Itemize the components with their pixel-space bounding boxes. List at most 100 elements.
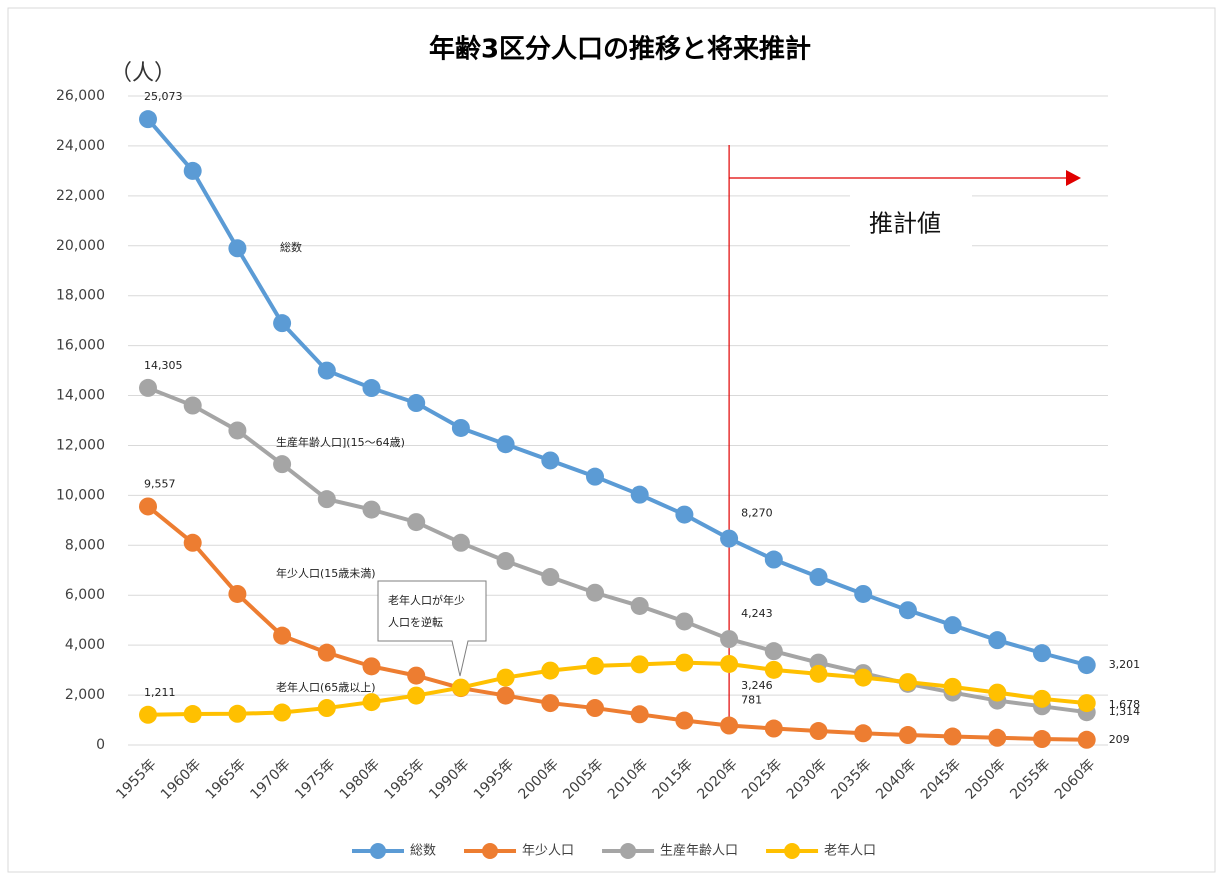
callout-text: 人口を逆転 xyxy=(388,615,443,629)
data-point xyxy=(451,418,470,437)
legend-label: 年少人口 xyxy=(522,844,574,859)
data-point xyxy=(273,626,292,645)
y-tick-label: 24,000 xyxy=(56,138,105,154)
data-point xyxy=(139,705,157,724)
y-tick-label: 10,000 xyxy=(56,487,105,503)
data-point xyxy=(183,161,202,180)
data-point xyxy=(1077,694,1096,713)
data-point xyxy=(496,668,515,687)
data-point xyxy=(228,584,247,603)
data-point xyxy=(496,435,515,454)
data-point xyxy=(273,314,292,333)
arrow-head xyxy=(1066,170,1081,186)
data-point xyxy=(720,654,739,673)
y-tick-label: 18,000 xyxy=(56,288,105,304)
y-tick-label: 6,000 xyxy=(65,587,105,603)
data-point xyxy=(764,719,783,738)
data-label: 9,557 xyxy=(144,477,176,490)
series-annotation: 生産年齢人口](15～64歳) xyxy=(276,435,405,449)
data-label: 3,201 xyxy=(1109,658,1141,671)
chart-border xyxy=(7,7,1216,873)
data-point xyxy=(407,666,426,685)
data-label: 1,678 xyxy=(1109,698,1141,711)
data-point xyxy=(317,361,336,380)
data-point xyxy=(451,533,470,552)
data-label: 209 xyxy=(1109,733,1130,746)
data-point xyxy=(720,716,739,735)
data-point xyxy=(764,550,783,569)
data-point xyxy=(809,664,828,683)
data-point xyxy=(317,490,336,509)
data-point xyxy=(630,655,649,674)
data-point xyxy=(362,500,381,519)
data-point xyxy=(988,631,1007,650)
data-point xyxy=(675,711,694,730)
data-point xyxy=(496,552,515,571)
data-point xyxy=(273,455,292,474)
data-point xyxy=(675,653,694,672)
data-point xyxy=(362,379,381,398)
data-point xyxy=(898,601,917,620)
y-unit: （人） xyxy=(110,61,176,86)
data-point xyxy=(809,722,828,741)
data-point xyxy=(898,673,917,692)
data-point xyxy=(854,668,873,687)
data-point xyxy=(809,568,828,587)
data-point xyxy=(898,726,917,745)
data-label: 25,073 xyxy=(144,90,183,103)
y-tick-label: 16,000 xyxy=(56,338,105,354)
legend-marker xyxy=(482,843,499,859)
series-line xyxy=(147,386,1087,715)
data-point xyxy=(183,705,202,724)
data-point xyxy=(541,694,560,713)
data-point xyxy=(988,683,1007,702)
y-tick-label: 14,000 xyxy=(56,388,105,404)
data-point xyxy=(943,616,962,635)
data-point xyxy=(854,724,873,743)
legend-marker xyxy=(784,843,801,859)
data-point xyxy=(228,239,247,258)
data-label: 14,305 xyxy=(144,359,183,372)
data-point xyxy=(675,505,694,524)
data-point xyxy=(630,485,649,504)
data-point xyxy=(630,705,649,724)
y-tick-label: 8,000 xyxy=(65,537,105,553)
data-point xyxy=(407,513,426,532)
data-point xyxy=(362,693,381,712)
callout-text: 老年人口が年少 xyxy=(388,593,465,607)
y-tick-label: 4,000 xyxy=(65,637,105,653)
legend-label: 生産年齢人口 xyxy=(660,843,738,859)
data-point xyxy=(586,583,604,602)
data-label: 3,246 xyxy=(741,679,773,692)
series-line xyxy=(147,660,1087,717)
data-point xyxy=(720,529,739,548)
legend-marker xyxy=(620,843,637,859)
data-point xyxy=(1077,730,1096,749)
projection-label: 推計値 xyxy=(869,210,941,238)
data-point xyxy=(183,396,202,415)
y-tick-label: 12,000 xyxy=(56,437,105,453)
series-annotation: 老年人口(65歳以上) xyxy=(276,680,376,694)
legend-marker xyxy=(370,843,386,859)
data-label: 8,270 xyxy=(741,507,773,520)
chart-title: 年齢3区分人口の推移と将来推計 xyxy=(429,34,811,65)
data-label: 781 xyxy=(741,694,762,707)
data-point xyxy=(541,568,560,587)
y-tick-label: 2,000 xyxy=(65,687,105,703)
legend-label: 総数 xyxy=(410,844,436,859)
y-tick-label: 20,000 xyxy=(56,238,105,254)
series-annotation: 年少人口(15歳未満) xyxy=(276,566,376,580)
data-point xyxy=(407,686,426,705)
data-point xyxy=(139,497,157,516)
data-point xyxy=(1033,644,1051,663)
data-point xyxy=(183,533,202,552)
data-point xyxy=(407,394,426,413)
data-point xyxy=(854,584,873,603)
data-point xyxy=(139,378,157,397)
data-point xyxy=(228,704,247,723)
data-point xyxy=(317,643,336,662)
data-point xyxy=(630,596,649,615)
series-annotation: 総数 xyxy=(280,240,302,254)
data-point xyxy=(988,728,1007,747)
